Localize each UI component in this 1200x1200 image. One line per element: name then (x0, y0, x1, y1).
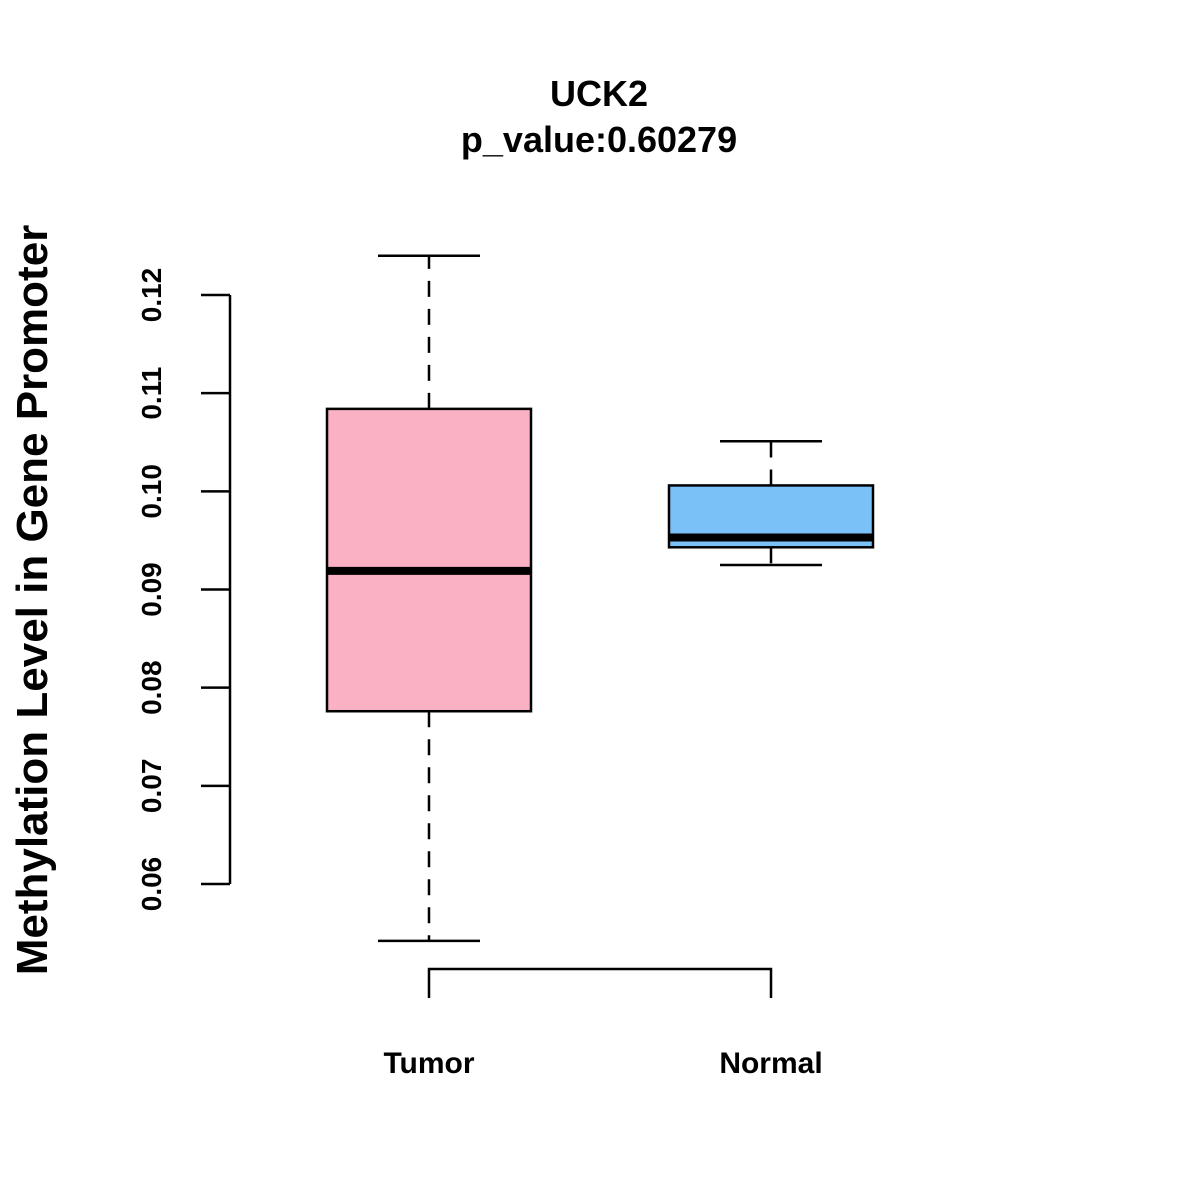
box-tumor (325, 254, 533, 943)
x-category-label: Tumor (383, 1047, 474, 1080)
chart-title: UCK2 (550, 73, 648, 114)
y-tick-label: 0.06 (136, 857, 167, 912)
y-tick-label: 0.09 (136, 562, 167, 617)
x-category-label: Normal (719, 1047, 822, 1080)
y-tick-label: 0.10 (136, 464, 167, 519)
x-axis-line (427, 967, 773, 998)
box-group (325, 254, 875, 943)
y-tick-label: 0.08 (136, 660, 167, 715)
chart-subtitle: p_value:0.60279 (461, 119, 737, 160)
y-tick-label: 0.11 (136, 367, 167, 420)
y-tick-label: 0.07 (136, 759, 167, 814)
category-labels: Tumor Normal (383, 1047, 822, 1080)
y-axis: 0.06 0.07 0.08 0.09 0.10 0.11 0.12 (136, 268, 232, 912)
box-normal (667, 440, 875, 567)
y-axis-label: Methylation Level in Gene Promoter (8, 225, 57, 976)
box-iqr (325, 407, 533, 713)
y-tick-label: 0.12 (136, 268, 167, 323)
x-axis-bracket (427, 967, 773, 998)
